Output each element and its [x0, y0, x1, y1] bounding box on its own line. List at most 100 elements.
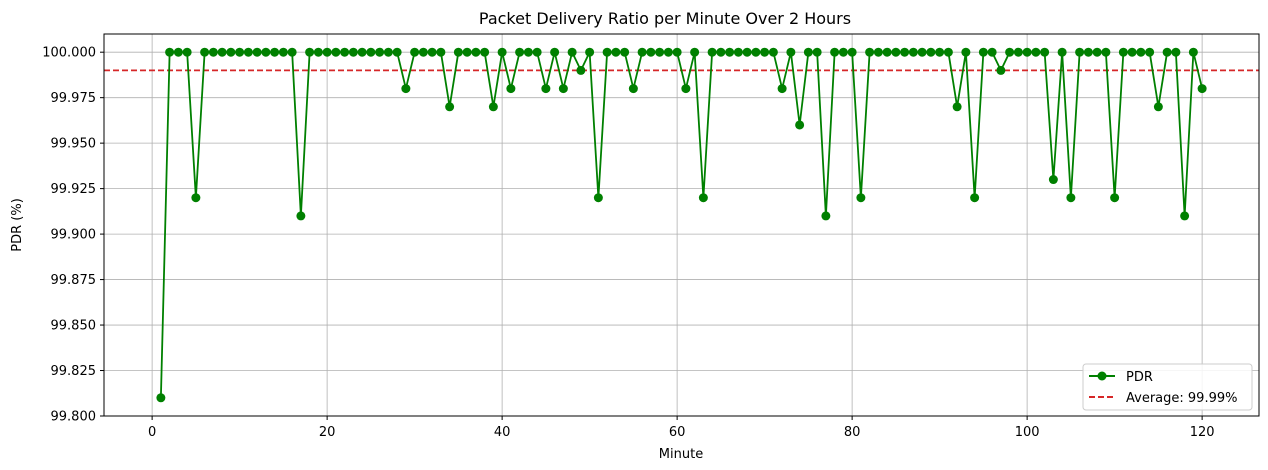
pdr-point — [261, 47, 271, 57]
chart-title: Packet Delivery Ratio per Minute Over 2 … — [479, 9, 851, 28]
pdr-point — [1118, 47, 1128, 57]
pdr-point — [1127, 47, 1137, 57]
pdr-point — [996, 65, 1006, 75]
pdr-point — [1101, 47, 1111, 57]
pdr-point — [742, 47, 752, 57]
pdr-point — [637, 47, 647, 57]
pdr-point — [900, 47, 910, 57]
legend-label-pdr: PDR — [1126, 370, 1153, 385]
pdr-point — [576, 65, 586, 75]
pdr-point — [733, 47, 743, 57]
pdr-point — [786, 47, 796, 57]
pdr-point — [795, 120, 805, 130]
pdr-point — [523, 47, 533, 57]
pdr-point — [821, 211, 831, 221]
pdr-point — [978, 47, 988, 57]
pdr-point — [226, 47, 236, 57]
pdr-point — [952, 102, 962, 112]
pdr-point — [838, 47, 848, 57]
pdr-point — [812, 47, 822, 57]
pdr-point — [593, 193, 603, 203]
pdr-point — [830, 47, 840, 57]
pdr-point — [1092, 47, 1102, 57]
pdr-point — [1153, 102, 1163, 112]
x-tick-label: 80 — [844, 425, 861, 440]
pdr-point — [541, 84, 551, 94]
pdr-point — [1040, 47, 1050, 57]
pdr-series-line — [159, 51, 1204, 398]
x-tick-label: 0 — [148, 425, 156, 440]
pdr-point — [803, 47, 813, 57]
pdr-point — [410, 47, 420, 57]
pdr-point — [567, 47, 577, 57]
pdr-point — [698, 193, 708, 203]
pdr-point — [497, 47, 507, 57]
pdr-point — [1057, 47, 1067, 57]
legend-label-average: Average: 99.99% — [1126, 391, 1237, 406]
pdr-point — [401, 84, 411, 94]
pdr-point — [515, 47, 525, 57]
pdr-point — [760, 47, 770, 57]
pdr-point — [305, 47, 315, 57]
pdr-point — [882, 47, 892, 57]
pdr-point — [445, 102, 455, 112]
y-tick-label: 99.875 — [51, 273, 97, 288]
pdr-point — [1197, 84, 1207, 94]
pdr-point — [725, 47, 735, 57]
pdr-point — [488, 102, 498, 112]
y-tick-label: 99.900 — [51, 228, 97, 243]
x-ticks: 0 20 40 60 80 100 120 — [148, 416, 1215, 440]
pdr-point — [1013, 47, 1023, 57]
pdr-point — [348, 47, 358, 57]
y-tick-label: 99.850 — [51, 319, 97, 334]
pdr-point — [847, 47, 857, 57]
pdr-point — [243, 47, 253, 57]
y-tick-label: 99.950 — [51, 137, 97, 152]
plot-frame — [103, 33, 1260, 417]
pdr-point — [917, 47, 927, 57]
pdr-point — [165, 47, 175, 57]
pdr-point — [322, 47, 332, 57]
pdr-point — [987, 47, 997, 57]
pdr-point — [208, 47, 218, 57]
pdr-point — [891, 47, 901, 57]
pdr-point — [532, 47, 542, 57]
pdr-point — [480, 47, 490, 57]
pdr-point — [628, 84, 638, 94]
pdr-point — [1188, 47, 1198, 57]
pdr-point — [1048, 175, 1058, 185]
pdr-point — [707, 47, 717, 57]
y-tick-label: 99.800 — [51, 410, 97, 425]
pdr-point — [383, 47, 393, 57]
pdr-point — [716, 47, 726, 57]
pdr-point — [296, 211, 306, 221]
pdr-point — [655, 47, 665, 57]
pdr-point — [558, 84, 568, 94]
legend: PDR Average: 99.99% — [1082, 363, 1253, 411]
pdr-point — [935, 47, 945, 57]
pdr-point — [453, 47, 463, 57]
pdr-point — [357, 47, 367, 57]
x-tick-label: 100 — [1015, 425, 1040, 440]
pdr-point — [418, 47, 428, 57]
series-layer — [156, 47, 1207, 403]
pdr-point — [1031, 47, 1041, 57]
pdr-point — [436, 47, 446, 57]
pdr-point — [462, 47, 472, 57]
legend-marker-pdr — [1097, 371, 1107, 381]
x-tick-label: 60 — [669, 425, 686, 440]
pdr-point — [340, 47, 350, 57]
pdr-point — [191, 193, 201, 203]
y-tick-label: 99.975 — [51, 91, 97, 106]
pdr-point — [970, 193, 980, 203]
pdr-point — [270, 47, 280, 57]
y-ticks: 99.800 99.825 99.850 99.875 99.900 99.925 99.9… — [42, 46, 104, 425]
pdr-point — [278, 47, 288, 57]
pdr-point — [173, 47, 183, 57]
pdr-point — [611, 47, 621, 57]
pdr-point — [550, 47, 560, 57]
x-tick-label: 20 — [319, 425, 336, 440]
pdr-point — [585, 47, 595, 57]
pdr-point — [856, 193, 866, 203]
pdr-point — [366, 47, 376, 57]
